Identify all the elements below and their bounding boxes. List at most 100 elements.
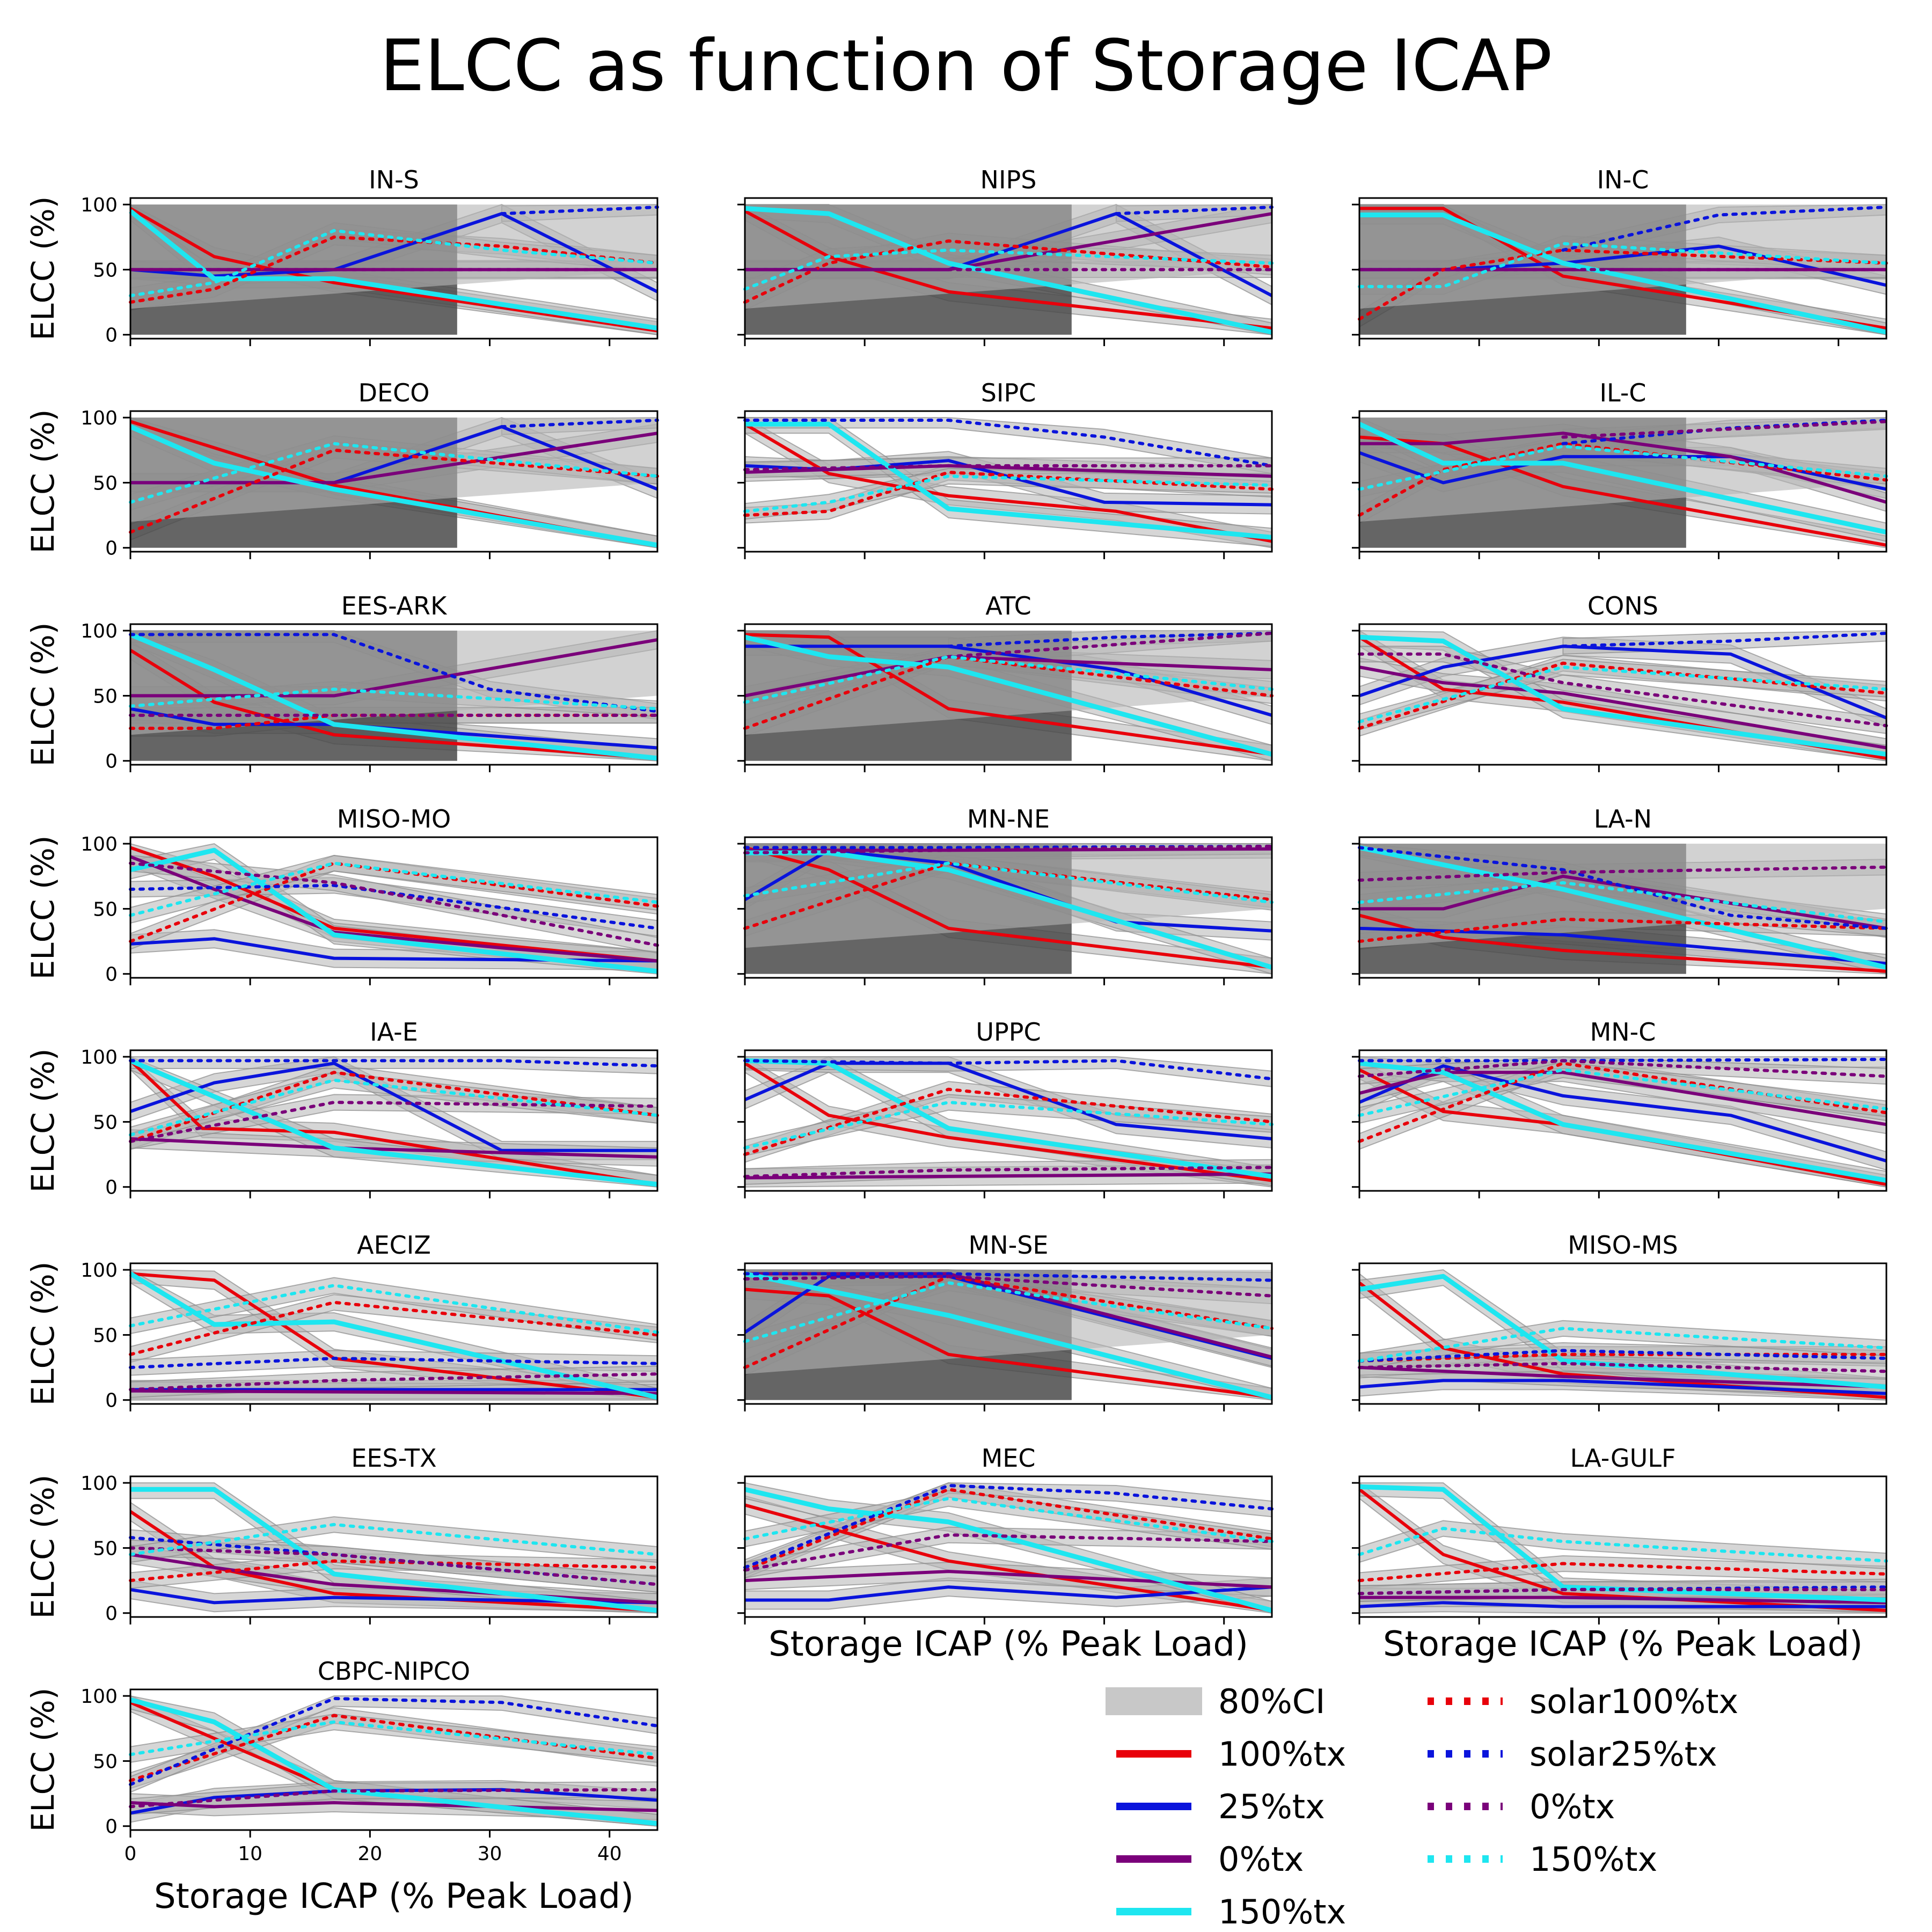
subplot-ees-tx: EES-TX 0 50 100 ELCC (%): [25, 1444, 659, 1625]
series-s0: [129, 1372, 659, 1392]
series-25: [130, 1588, 658, 1605]
series-s0: [743, 1275, 1274, 1298]
series-s150: [743, 474, 1274, 513]
series-s150: [1358, 1527, 1888, 1563]
legend-label: solar25%tx: [1529, 1735, 1717, 1774]
series-s0: [947, 631, 1274, 658]
series-s100: [743, 1488, 1274, 1572]
series-150: [1359, 634, 1887, 757]
series-100: [744, 1062, 1272, 1182]
series-s150: [743, 1101, 1274, 1150]
series-100: [1359, 207, 1887, 330]
series-0: [744, 1172, 1272, 1180]
series-0: [1359, 1071, 1887, 1126]
subplot-title: SIPC: [981, 378, 1036, 407]
series-s100: [1358, 1562, 1888, 1583]
series-25: [130, 937, 658, 963]
series-s0: [1561, 420, 1888, 439]
series-s25: [947, 631, 1274, 648]
series-s150: [129, 442, 659, 504]
axes-frame: [1358, 1049, 1887, 1192]
axes-frame: [129, 1262, 658, 1405]
series-s150: [1358, 444, 1888, 491]
subplot-cbpc-nipco: CBPC-NIPCO 0 50 100 0 10 20 30 40 ELCC (%): [25, 1657, 659, 1865]
axes-frame: [744, 836, 1273, 979]
series-s0: [129, 1101, 659, 1143]
subplot-la-gulf: LA-GULF: [1352, 1444, 1888, 1624]
ci-region-light: [130, 204, 657, 309]
series-100: [744, 846, 1272, 969]
series-150: [129, 1271, 658, 1400]
axes-frame: [744, 1049, 1273, 1192]
series-s150: [129, 1523, 659, 1556]
series-s100: [1358, 661, 1888, 730]
y-tick-label: 0: [105, 1390, 118, 1412]
series-150: [129, 632, 658, 761]
series-100: [744, 633, 1272, 756]
series-s25: [1561, 631, 1888, 648]
y-axis-label: ELCC (%): [25, 1049, 61, 1193]
series-25: [1359, 926, 1887, 965]
series-s100: [129, 1300, 659, 1356]
legend-label: 80%CI: [1218, 1682, 1325, 1721]
ci-region-light: [130, 631, 657, 735]
series-s150: [1358, 881, 1888, 924]
series-s100: [129, 861, 659, 943]
y-tick-label: 100: [80, 620, 118, 642]
series-s150: [129, 1078, 659, 1137]
series-150: [1359, 1484, 1887, 1602]
axes-frame: [1358, 836, 1887, 979]
subplot-title: LA-N: [1594, 804, 1652, 833]
y-tick-label: 100: [80, 1686, 118, 1708]
subplot-title: AECIZ: [357, 1231, 431, 1260]
series-100: [744, 209, 1272, 330]
subplot-title: IN-C: [1597, 165, 1649, 194]
series-s25: [743, 1483, 1274, 1569]
series-s100: [129, 448, 659, 534]
subplot-nips: NIPS: [737, 165, 1274, 346]
subplot-title: MN-C: [1590, 1018, 1656, 1046]
series-s0: [743, 1533, 1274, 1572]
series-150: [1359, 1274, 1887, 1389]
series-150: [1359, 213, 1887, 335]
subplot-title: IL-C: [1599, 378, 1646, 407]
subplot-la-n: LA-N: [1352, 804, 1888, 985]
subplot-title: MISO-MO: [337, 804, 451, 833]
y-tick-label: 100: [80, 194, 118, 216]
subplot-ees-ark: EES-ARK 0 50 100 ELCC (%): [25, 591, 659, 773]
series-0: [1359, 1596, 1887, 1605]
subplot-title: DECO: [358, 378, 430, 407]
series-s150: [129, 861, 659, 917]
series-150: [129, 1697, 658, 1826]
subplot-in-c: IN-C: [1352, 165, 1888, 346]
y-axis-label: ELCC (%): [25, 409, 61, 554]
legend-label: 100%tx: [1218, 1735, 1346, 1774]
y-tick-label: 50: [93, 898, 118, 920]
series-s0: [1358, 652, 1888, 728]
x-tick-label: 30: [478, 1843, 502, 1865]
y-tick-label: 50: [93, 1111, 118, 1133]
x-tick-label: 10: [238, 1843, 262, 1865]
subplot-miso-mo: MISO-MO 0 50 100 ELCC (%): [25, 804, 659, 986]
series-100: [1359, 913, 1887, 973]
series-s100: [1358, 248, 1888, 321]
subplot-il-c: IL-C: [1352, 378, 1888, 559]
legend-label: solar100%tx: [1529, 1682, 1738, 1721]
series-s150: [1358, 1068, 1888, 1117]
ci-region-light: [745, 1270, 1272, 1374]
y-tick-label: 100: [80, 833, 118, 855]
series-s25: [129, 883, 659, 930]
series-s100: [1358, 917, 1888, 943]
ci-region-light: [130, 418, 657, 522]
series-0: [1359, 1366, 1887, 1389]
series-s25: [1358, 1057, 1888, 1063]
series-150: [1358, 422, 1887, 535]
legend: 80%CI 100%tx 25%tx 0%tx 150%tx solar100%tx sol…: [1106, 1682, 1738, 1931]
series-s150: [743, 1281, 1274, 1343]
ci-region-light: [745, 844, 1272, 948]
series-s0: [129, 861, 659, 947]
subplot-title: MN-SE: [969, 1231, 1049, 1260]
series-150: [1359, 845, 1887, 970]
x-axis-label: Storage ICAP (% Peak Load): [769, 1624, 1248, 1664]
